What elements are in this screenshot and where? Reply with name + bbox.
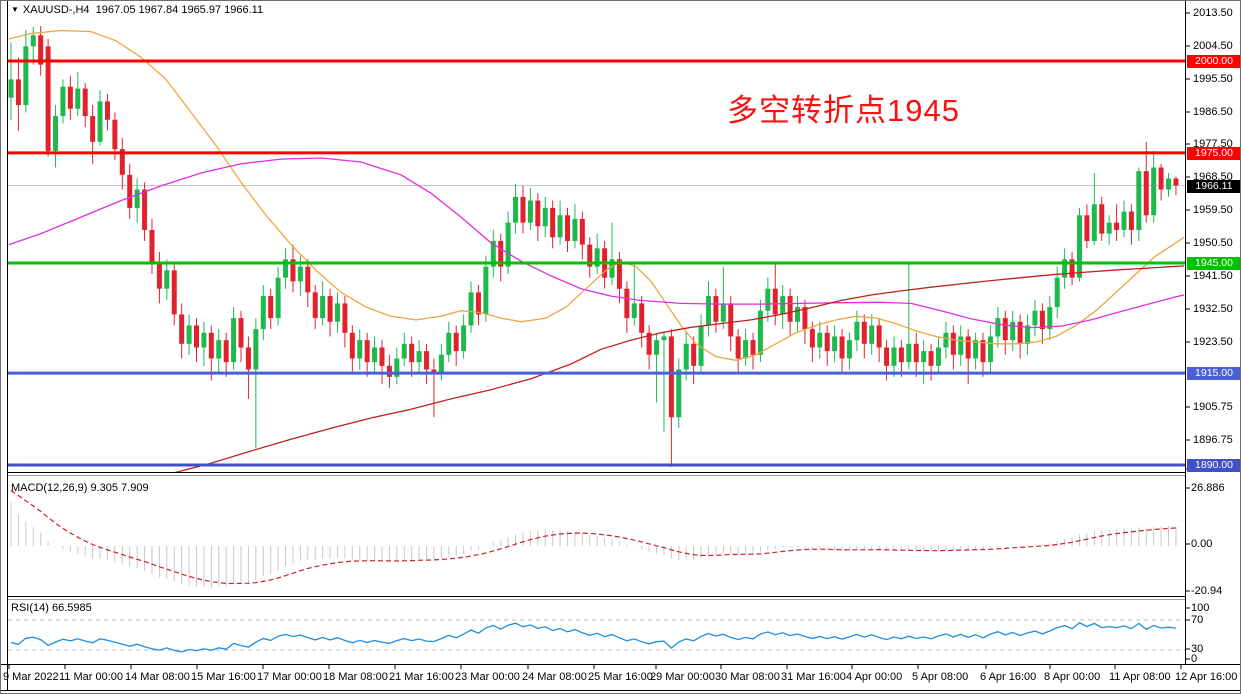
macd-panel [10, 490, 1177, 588]
time-tick-label: 14 Mar 08:00 [125, 671, 190, 683]
main-price-panel [8, 26, 1185, 472]
quote-open: 1967.05 [95, 4, 136, 16]
time-tick-label: 15 Mar 16:00 [191, 671, 256, 683]
time-tick-label: 30 Mar 08:00 [715, 671, 780, 683]
triangle-down-icon[interactable]: ▼ [11, 5, 19, 14]
rsi-tick-label: 100 [1191, 602, 1210, 614]
price-level-badge: 2000.00 [1187, 54, 1240, 68]
time-tick-label: 9 Mar 2022 [3, 671, 59, 683]
price-tick-label: 1905.75 [1193, 401, 1233, 413]
rsi-indicator-label: RSI(14) 66.5985 [11, 602, 92, 614]
ma-mid-magenta [8, 157, 1185, 329]
rsi-tick-label: 0 [1191, 653, 1198, 665]
quote-close: 1966.11 [224, 4, 264, 16]
macd-tick-label: -20.94 [1191, 585, 1223, 597]
time-tick-label: 6 Apr 16:00 [980, 671, 1037, 683]
price-level-badge: 1915.00 [1187, 366, 1240, 380]
time-tick-label: 11 Mar 00:00 [59, 671, 124, 683]
quote-high: 1967.84 [138, 4, 179, 16]
ma-slow-darkred [174, 265, 1185, 472]
price-tick-label: 2004.50 [1193, 40, 1233, 52]
time-tick-label: 23 Mar 00:00 [455, 671, 520, 683]
time-tick-label: 18 Mar 08:00 [323, 671, 388, 683]
time-tick-label: 29 Mar 00:00 [650, 671, 715, 683]
price-tick-label: 1986.50 [1193, 106, 1233, 118]
time-tick-label: 25 Mar 16:00 [588, 671, 653, 683]
time-tick-label: 31 Mar 16:00 [781, 671, 846, 683]
price-tick-label: 1932.50 [1193, 303, 1233, 315]
price-level-badge: 1890.00 [1187, 458, 1240, 472]
quote-low: 1965.97 [181, 4, 222, 16]
price-level-badge: 1966.11 [1187, 179, 1240, 193]
macd-tick-label: 0.00 [1191, 538, 1213, 550]
price-tick-label: 2013.50 [1193, 7, 1233, 19]
rsi-panel [8, 619, 1185, 653]
price-tick-label: 1995.50 [1193, 73, 1233, 85]
symbol-period-label: XAUUSD-,H4 [22, 4, 90, 16]
price-tick-label: 1941.50 [1193, 270, 1233, 282]
macd-signal-line [10, 490, 1176, 585]
rsi-tick-label: 70 [1191, 614, 1204, 626]
time-tick-label: 21 Mar 16:00 [389, 671, 454, 683]
chart-annotation-text: 多空转折点1945 [727, 93, 960, 128]
ma-fast-orange [8, 29, 1185, 361]
time-tick-label: 17 Mar 00:00 [257, 671, 322, 683]
time-tick-label: 4 Apr 00:00 [846, 671, 903, 683]
price-tick-label: 1923.50 [1193, 336, 1233, 348]
rsi-tick-label: 30 [1191, 643, 1204, 655]
time-tick-label: 11 Apr 08:00 [1109, 671, 1171, 683]
time-tick-label: 5 Apr 08:00 [912, 671, 969, 683]
price-level-badge: 1945.00 [1187, 256, 1240, 270]
chart-title: ▼ XAUUSD-,H4 1967.05 1967.84 1965.97 1966… [11, 4, 263, 16]
macd-indicator-label: MACD(12,26,9) 9.305 7.909 [11, 482, 149, 494]
price-tick-label: 1959.50 [1193, 204, 1233, 216]
time-tick-label: 12 Apr 16:00 [1175, 671, 1238, 683]
price-tick-label: 1896.75 [1193, 434, 1233, 446]
price-tick-label: 1950.50 [1193, 237, 1233, 249]
macd-tick-label: 26.886 [1191, 482, 1225, 494]
price-level-badge: 1975.00 [1187, 146, 1240, 160]
time-tick-label: 24 Mar 08:00 [522, 671, 587, 683]
time-tick-label: 8 Apr 00:00 [1044, 671, 1101, 683]
rsi-line [10, 621, 1177, 653]
